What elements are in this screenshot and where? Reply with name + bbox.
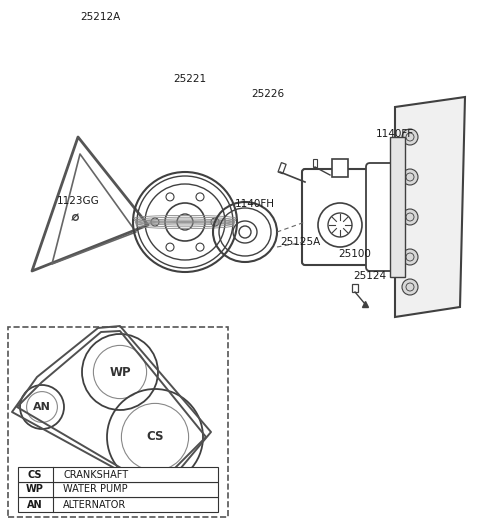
Circle shape bbox=[402, 279, 418, 295]
FancyBboxPatch shape bbox=[366, 163, 399, 271]
Text: 25100: 25100 bbox=[338, 249, 372, 259]
Bar bbox=[352, 284, 358, 292]
FancyBboxPatch shape bbox=[332, 159, 348, 177]
FancyBboxPatch shape bbox=[8, 327, 228, 517]
Bar bbox=[18, 497, 218, 512]
Circle shape bbox=[402, 209, 418, 225]
Polygon shape bbox=[32, 137, 148, 271]
Text: CS: CS bbox=[146, 431, 164, 444]
Text: WP: WP bbox=[109, 366, 131, 378]
Bar bbox=[313, 159, 317, 167]
Text: ALTERNATOR: ALTERNATOR bbox=[63, 500, 126, 510]
Text: WP: WP bbox=[26, 484, 44, 494]
Text: 1140FF: 1140FF bbox=[376, 129, 414, 139]
Text: AN: AN bbox=[33, 402, 51, 412]
Bar bbox=[278, 163, 286, 174]
Polygon shape bbox=[395, 97, 465, 317]
Text: CS: CS bbox=[28, 470, 42, 480]
Text: 1140FH: 1140FH bbox=[235, 199, 275, 209]
Circle shape bbox=[402, 249, 418, 265]
Bar bbox=[18, 482, 218, 497]
Circle shape bbox=[402, 129, 418, 145]
FancyBboxPatch shape bbox=[390, 137, 405, 277]
Text: 25124: 25124 bbox=[353, 271, 386, 281]
Circle shape bbox=[402, 169, 418, 185]
Text: 25125A: 25125A bbox=[280, 237, 320, 247]
FancyBboxPatch shape bbox=[302, 169, 378, 265]
Bar bbox=[18, 467, 218, 482]
Text: 1123GG: 1123GG bbox=[57, 196, 99, 206]
Text: WATER PUMP: WATER PUMP bbox=[63, 484, 128, 494]
Text: CRANKSHAFT: CRANKSHAFT bbox=[63, 470, 128, 480]
Text: AN: AN bbox=[27, 500, 43, 510]
Text: 25212A: 25212A bbox=[80, 12, 120, 22]
Text: 25221: 25221 bbox=[173, 74, 206, 84]
Text: 25226: 25226 bbox=[252, 89, 285, 99]
